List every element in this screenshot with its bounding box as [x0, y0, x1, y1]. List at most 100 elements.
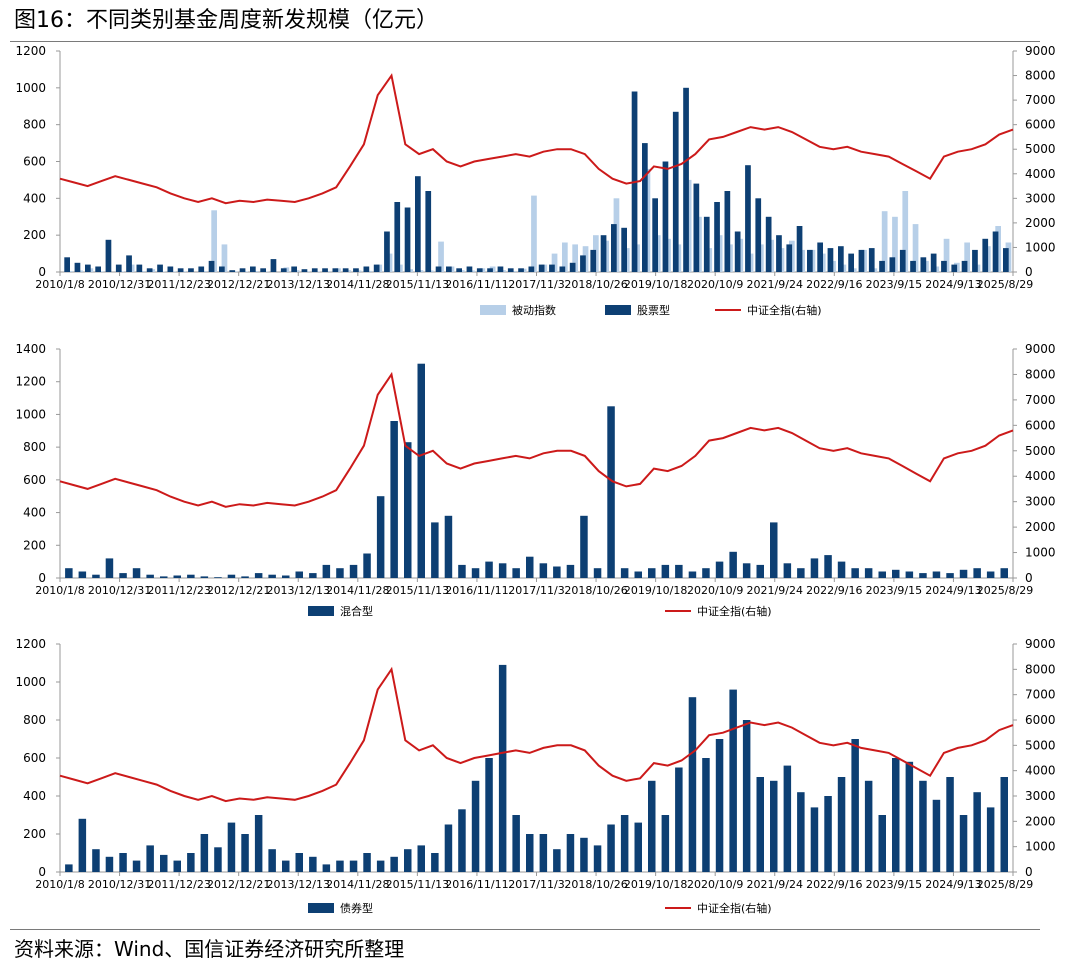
passive-bar — [943, 238, 950, 272]
fund-bar — [105, 856, 114, 872]
fund-bar — [688, 571, 697, 578]
fund-bar — [65, 568, 73, 578]
fund-bar — [466, 266, 473, 272]
fund-bar — [471, 568, 480, 578]
right-tick-label: 4000 — [1025, 469, 1056, 483]
fund-bar — [214, 847, 222, 872]
fund-bar — [446, 266, 452, 272]
fund-bar — [373, 264, 380, 272]
fund-bar — [458, 809, 466, 872]
fund-bar — [892, 758, 900, 872]
fund-bar — [498, 664, 507, 872]
x-tick-label: 2016/11/11 — [445, 278, 508, 291]
fund-bar — [187, 853, 195, 872]
fund-bar — [95, 266, 101, 272]
x-tick-label: 2017/11/3 — [508, 584, 564, 597]
fund-bar — [807, 249, 813, 272]
fund-bar — [745, 165, 751, 272]
fund-bar — [827, 248, 834, 272]
fund-bar — [241, 576, 249, 578]
x-tick-label: 2016/11/11 — [445, 878, 508, 891]
fund-bar — [734, 231, 741, 272]
fund-bar — [972, 249, 978, 272]
fund-bar — [1003, 248, 1009, 272]
left-tick-label: 0 — [38, 571, 46, 585]
x-tick-label: 2018/10/26 — [564, 878, 627, 891]
right-tick-label: 9000 — [1025, 44, 1056, 58]
fund-bar — [268, 574, 276, 578]
right-tick-label: 2000 — [1025, 814, 1056, 828]
right-tick-label: 3000 — [1025, 191, 1056, 205]
legend-label: 中证全指(右轴) — [697, 604, 772, 618]
x-tick-label: 2011/12/23 — [147, 584, 210, 597]
fund-bar — [538, 264, 545, 272]
fund-bar — [301, 269, 308, 272]
fund-bar — [390, 856, 398, 872]
fund-bar — [878, 571, 886, 578]
fund-bar — [105, 239, 112, 272]
fund-bar — [919, 573, 927, 578]
fund-bar — [363, 553, 371, 578]
fund-bar — [444, 515, 453, 578]
x-tick-label: 2023/9/15 — [866, 878, 922, 891]
fund-bar — [404, 849, 412, 872]
x-tick-label: 2019/10/18 — [624, 584, 687, 597]
figure-title: 图16：不同类别基金周度新发规模（亿元） — [14, 8, 438, 33]
passive-bar — [211, 210, 217, 272]
fund-bar — [683, 87, 689, 272]
fund-bar — [724, 191, 731, 272]
x-tick-label: 2022/9/16 — [806, 278, 862, 291]
fund-bar — [620, 815, 629, 872]
fund-bar — [322, 268, 328, 272]
x-tick-label: 2015/11/13 — [386, 584, 449, 597]
legend-label: 中证全指(右轴) — [747, 303, 822, 317]
x-tick-label: 2024/9/13 — [925, 584, 981, 597]
legend-swatch — [480, 305, 506, 315]
fund-bar — [559, 266, 566, 272]
x-tick-label: 2012/12/21 — [207, 584, 270, 597]
x-tick-label: 2022/9/16 — [806, 878, 862, 891]
right-tick-label: 8000 — [1025, 662, 1056, 676]
fund-bar — [417, 363, 425, 578]
fund-bar — [476, 268, 483, 272]
fund-bar — [607, 406, 615, 579]
x-tick-label: 2014/11/28 — [326, 584, 389, 597]
passive-bar — [881, 211, 888, 272]
fund-bar — [786, 244, 793, 272]
x-tick-label: 2015/11/13 — [386, 878, 449, 891]
right-tick-label: 0 — [1025, 265, 1033, 279]
fund-bar — [549, 264, 555, 272]
left-tick-label: 1000 — [15, 407, 46, 421]
fund-bar — [126, 255, 132, 272]
left-tick-label: 1200 — [15, 44, 46, 58]
passive-bar — [572, 244, 578, 272]
fund-bar — [376, 860, 385, 872]
index-line — [59, 73, 1014, 205]
fund-bar — [675, 767, 683, 872]
fund-bar — [173, 575, 181, 578]
fund-bar — [342, 268, 349, 272]
fund-bar — [65, 864, 73, 872]
x-tick-label: 2019/10/18 — [624, 278, 687, 291]
fund-bar — [611, 224, 617, 272]
passive-bar — [912, 224, 919, 272]
right-tick-label: 9000 — [1025, 637, 1056, 651]
x-tick-label: 2011/12/23 — [147, 278, 210, 291]
fund-bar — [282, 575, 290, 578]
fund-bar — [851, 739, 859, 872]
fund-bar — [322, 564, 331, 578]
fund-bar — [512, 815, 520, 872]
fund-bar — [553, 849, 561, 872]
fund-bar — [132, 860, 141, 872]
fund-bar — [241, 834, 249, 872]
fund-bar — [672, 111, 679, 272]
fund-bar — [353, 268, 359, 272]
fund-bar — [810, 558, 819, 578]
fund-bar — [435, 266, 442, 272]
fund-bar — [899, 249, 906, 272]
right-tick-label: 3000 — [1025, 495, 1056, 509]
right-tick-label: 0 — [1025, 865, 1033, 879]
fund-bar — [1000, 777, 1008, 872]
left-tick-label: 600 — [23, 751, 46, 765]
fund-bar — [986, 571, 995, 578]
